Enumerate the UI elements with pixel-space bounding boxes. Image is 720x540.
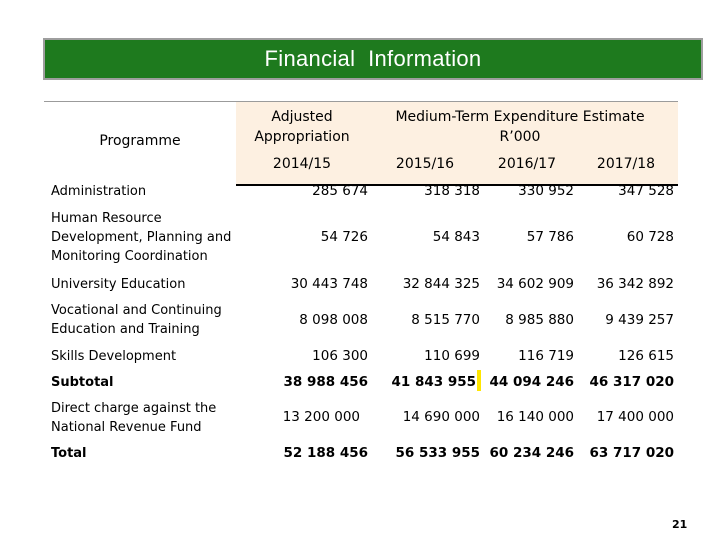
cell-university-2016: 34 602 909: [496, 276, 574, 292]
cell-total-2014: 52 188 456: [283, 445, 368, 461]
row-label-vocational: Vocational and Continuing Education and …: [51, 303, 222, 337]
cell-administration-2014: 285 674: [312, 183, 368, 199]
title-banner: Financial Information: [43, 38, 703, 80]
cell-direct-charge-2016: 16 140 000: [496, 409, 574, 425]
cell-subtotal-2015: 41 843 955: [391, 374, 476, 390]
header-mtee: Medium-Term Expenditure Estimate R’000: [370, 107, 670, 147]
financial-table: Programme Adjusted Appropriation Medium-…: [44, 101, 678, 468]
cell-vocational-2015: 8 515 770: [411, 312, 480, 328]
cell-subtotal-2017: 46 317 020: [589, 374, 674, 390]
cell-direct-charge-2017: 17 400 000: [596, 409, 674, 425]
header-year-2017: 2017/18: [596, 156, 656, 172]
cell-total-2015: 56 533 955: [395, 445, 480, 461]
row-label-human-resource: Human Resource Development, Planning and…: [51, 211, 232, 264]
cell-vocational-2014: 8 098 008: [299, 312, 368, 328]
cell-university-2017: 36 342 892: [596, 276, 674, 292]
cell-human-resource-2014: 54 726: [320, 229, 368, 245]
header-year-2016: 2016/17: [497, 156, 557, 172]
header-shading: [236, 102, 678, 184]
cell-vocational-2017: 9 439 257: [605, 312, 674, 328]
cell-skills-2017: 126 615: [618, 348, 674, 364]
cell-subtotal-2014: 38 988 456: [283, 374, 368, 390]
cell-total-2016: 60 234 246: [489, 445, 574, 461]
cell-university-2015: 32 844 325: [402, 276, 480, 292]
page-title: Financial Information: [264, 46, 482, 71]
cell-total-2017: 63 717 020: [589, 445, 674, 461]
header-programme: Programme: [99, 133, 181, 149]
header-underline: [236, 184, 678, 186]
row-label-total: Total: [51, 446, 87, 461]
cell-university-2014: 30 443 748: [290, 276, 368, 292]
page-number: 21: [672, 518, 688, 531]
cell-human-resource-2017: 60 728: [626, 229, 674, 245]
cell-administration-2017: 347 528: [618, 183, 674, 199]
row-label-direct-charge: Direct charge against the National Reven…: [51, 401, 217, 435]
highlight-mark: [477, 370, 481, 391]
cell-skills-2015: 110 699: [424, 348, 480, 364]
cell-administration-2015: 318 318: [424, 183, 480, 199]
row-label-skills-development: Skills Development: [51, 349, 177, 364]
row-label-administration: Administration: [51, 184, 147, 199]
row-label-university-education: University Education: [51, 277, 186, 292]
cell-vocational-2016: 8 985 880: [505, 312, 574, 328]
header-adjusted-appropriation: Adjusted Appropriation: [254, 109, 350, 145]
cell-human-resource-2016: 57 786: [526, 229, 574, 245]
cell-skills-2016: 116 719: [518, 348, 574, 364]
cell-direct-charge-2015: 14 690 000: [402, 409, 480, 425]
row-label-subtotal: Subtotal: [51, 375, 114, 390]
cell-subtotal-2016: 44 094 246: [489, 374, 574, 390]
table-top-border: [44, 101, 678, 102]
header-year-2015: 2015/16: [395, 156, 455, 172]
cell-human-resource-2015: 54 843: [432, 229, 480, 245]
cell-administration-2016: 330 952: [518, 183, 574, 199]
cell-direct-charge-2014: 13 200 000: [282, 409, 360, 425]
header-mtee-unit: R’000: [499, 129, 541, 145]
header-mtee-title: Medium-Term Expenditure Estimate: [395, 109, 645, 125]
header-year-2014: 2014/15: [272, 156, 332, 172]
cell-skills-2014: 106 300: [312, 348, 368, 364]
